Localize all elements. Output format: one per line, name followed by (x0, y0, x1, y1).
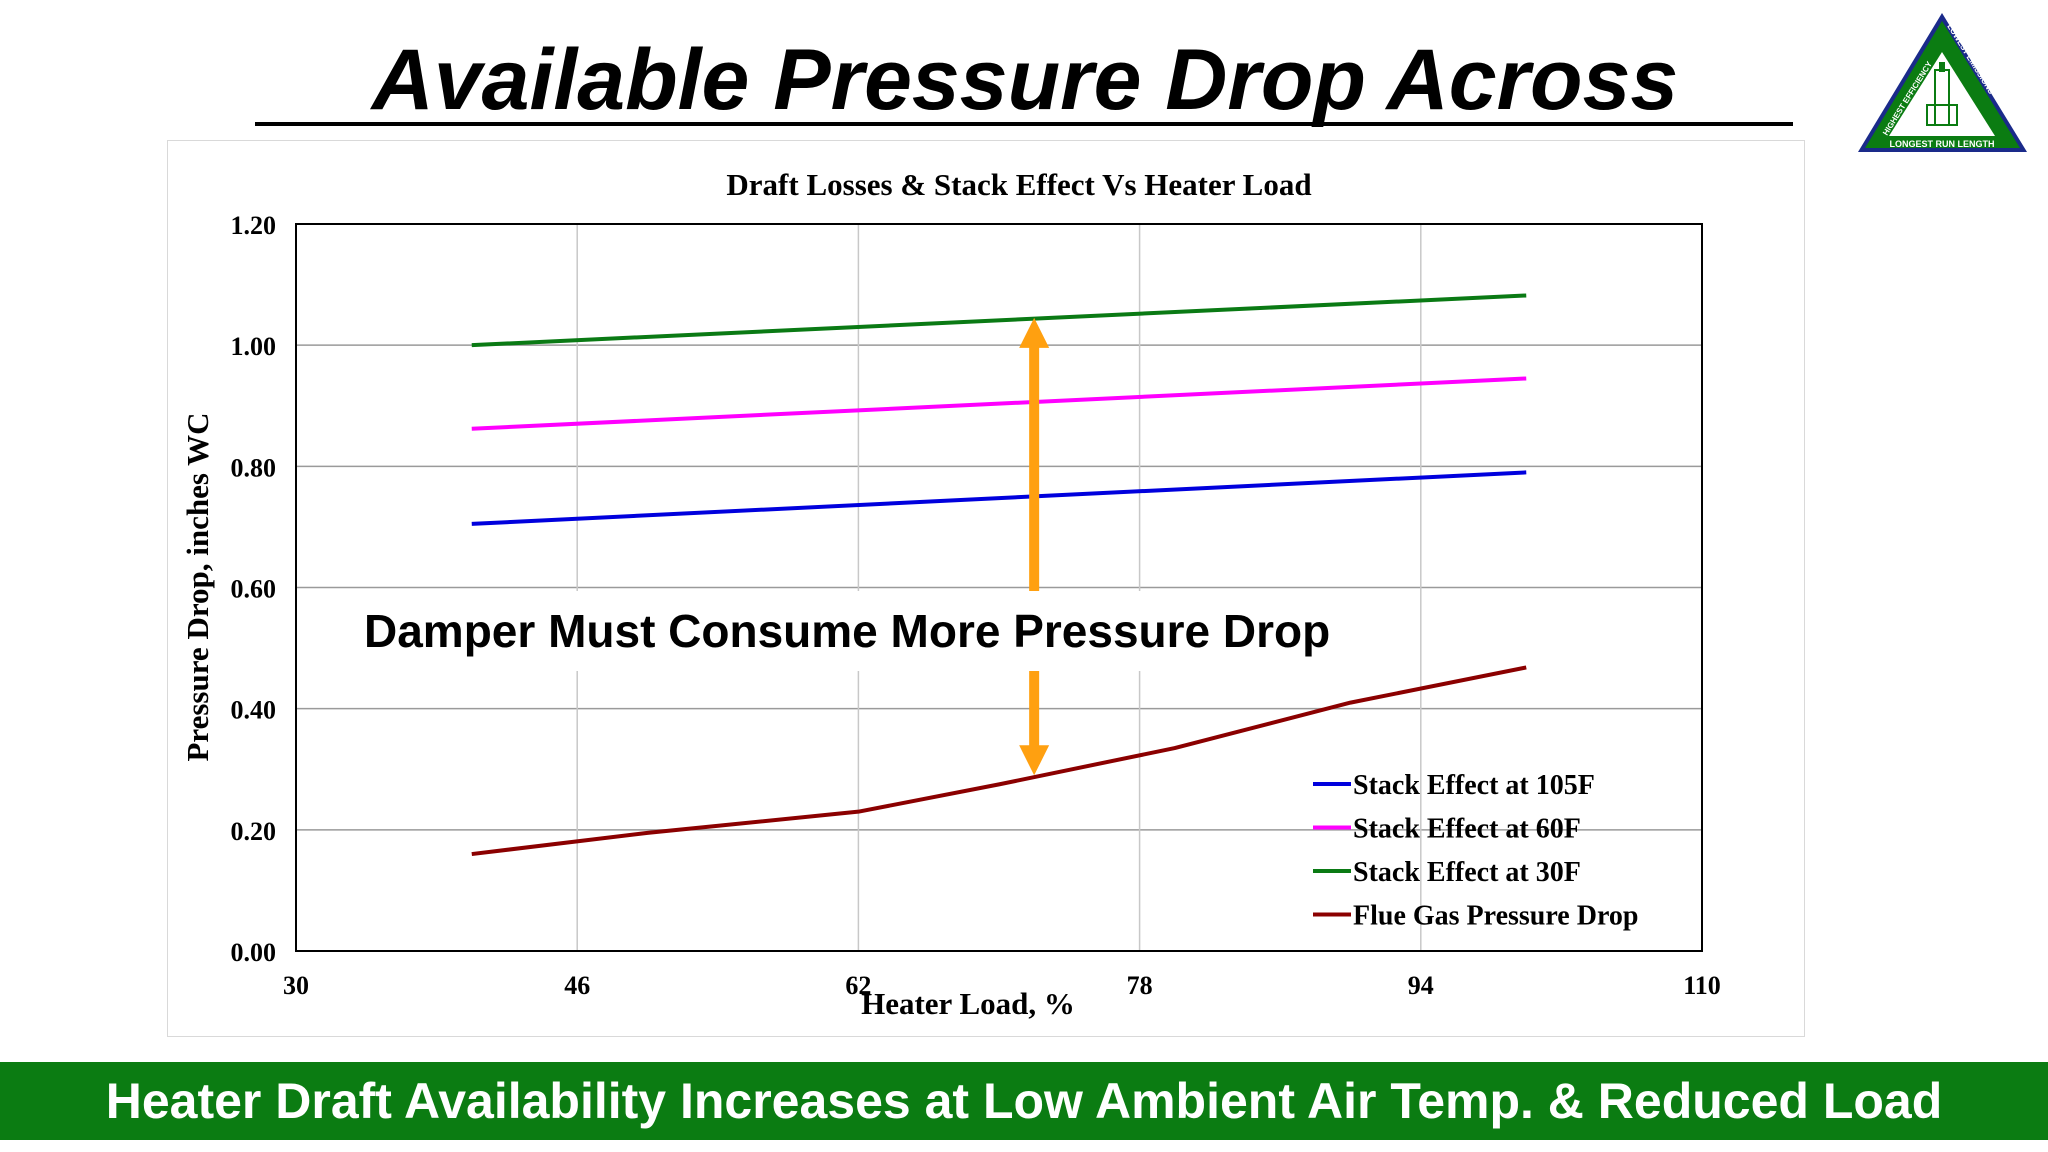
plot-area-border (295, 223, 1703, 952)
y-tick-label: 0.20 (231, 817, 277, 846)
series-line-1 (471, 470, 1527, 526)
y-axis-ticks: 0.00 0.20 0.40 0.60 0.80 1.00 1.20 (231, 211, 277, 967)
y-tick-label: 0.80 (231, 453, 277, 482)
company-logo-icon: HIGHEST EFFICIENCY LOWEST EMISSIONS LONG… (1858, 13, 2027, 152)
y-axis-label: Pressure Drop, inches WC (180, 412, 215, 761)
chart-title: Draft Losses & Stack Effect Vs Heater Lo… (726, 167, 1311, 202)
x-tick-label: 62 (845, 971, 871, 1000)
pressure-drop-chart: Draft Losses & Stack Effect Vs Heater Lo… (168, 141, 1804, 1036)
arrow-head-up (1019, 317, 1050, 348)
series-line-4 (471, 665, 1527, 857)
y-tick-label: 0.00 (231, 938, 277, 967)
x-tick-label: 46 (564, 971, 590, 1000)
footer-text: Heater Draft Availability Increases at L… (105, 1073, 1943, 1129)
legend-label: Stack Effect at 30F (1353, 857, 1581, 888)
series-line-2 (471, 376, 1527, 431)
y-tick-label: 0.40 (231, 696, 277, 725)
x-tick-label: 110 (1683, 971, 1721, 1000)
footer-banner: Heater Draft Availability Increases at L… (0, 1062, 2048, 1140)
arrow-head-down (1019, 745, 1050, 776)
logo-text-bottom: LONGEST RUN LENGTH (1890, 139, 1995, 149)
y-tick-label: 1.20 (231, 211, 277, 240)
x-tick-label: 78 (1127, 971, 1153, 1000)
chart-container: Draft Losses & Stack Effect Vs Heater Lo… (167, 140, 1805, 1037)
x-axis-ticks: 30 46 62 78 94 110 (283, 971, 1721, 1000)
annotation-text: Damper Must Consume More Pressure Drop (364, 605, 1330, 657)
legend-label: Stack Effect at 105F (1353, 770, 1595, 801)
chart-legend: Stack Effect at 105F Stack Effect at 60F S… (1313, 770, 1638, 932)
annotation-background (358, 591, 1368, 671)
x-tick-label: 30 (283, 971, 309, 1000)
damper-arrow (1019, 317, 1050, 776)
legend-label: Stack Effect at 60F (1353, 814, 1581, 845)
y-tick-label: 0.60 (231, 575, 277, 604)
series-lines (471, 293, 1527, 857)
x-axis-label: Heater Load, % (861, 986, 1075, 1021)
title-underline (255, 122, 1793, 126)
x-tick-label: 94 (1408, 971, 1434, 1000)
legend-label: Flue Gas Pressure Drop (1353, 901, 1638, 932)
series-line-3 (471, 293, 1527, 348)
y-tick-label: 1.00 (231, 332, 277, 361)
